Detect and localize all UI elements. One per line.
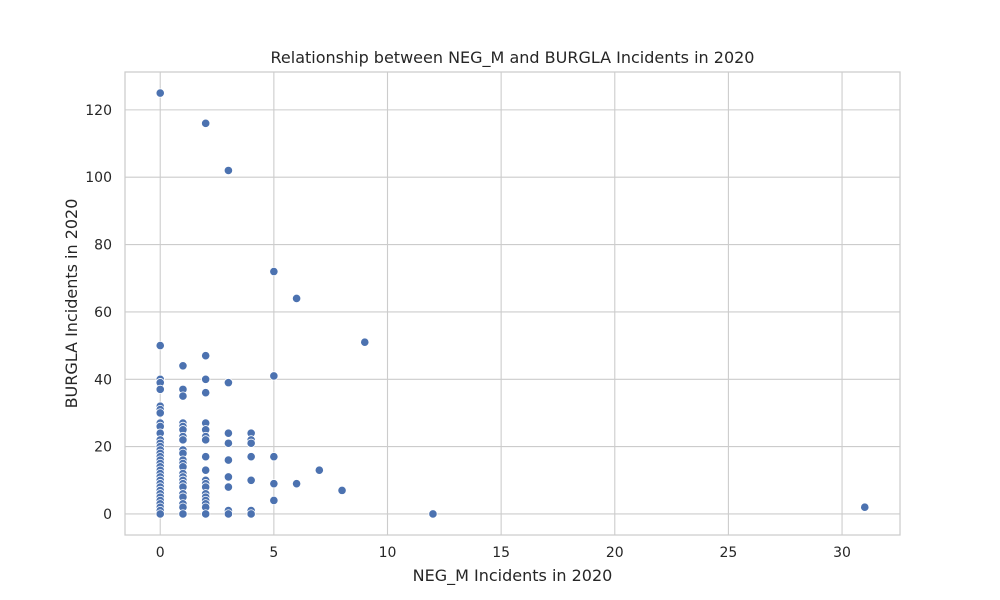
scatter-point bbox=[223, 455, 234, 465]
scatter-point bbox=[201, 452, 211, 462]
scatter-point bbox=[155, 384, 165, 394]
scatter-point bbox=[269, 266, 279, 277]
scatter-point bbox=[223, 165, 234, 176]
x-tick-label: 15 bbox=[492, 545, 510, 561]
scatter-point bbox=[201, 388, 211, 398]
scatter-point bbox=[223, 509, 234, 519]
scatter-point bbox=[223, 378, 234, 388]
scatter-point bbox=[155, 408, 165, 418]
x-tick-label: 5 bbox=[269, 545, 278, 561]
x-tick-label: 30 bbox=[833, 545, 851, 561]
y-tick-label: 60 bbox=[94, 305, 112, 321]
x-axis-ticks: 0 5 10 15 20 25 30 bbox=[156, 545, 851, 561]
scatter-point bbox=[246, 475, 256, 485]
x-tick-label: 25 bbox=[719, 545, 737, 561]
scatter-point bbox=[201, 374, 211, 384]
y-axis-label: BURGLA Incidents in 2020 bbox=[62, 199, 81, 409]
data-points bbox=[155, 88, 870, 519]
y-tick-label: 20 bbox=[94, 440, 112, 456]
scatter-point bbox=[269, 479, 279, 489]
scatter-point bbox=[201, 509, 211, 519]
scatter-point bbox=[155, 88, 165, 98]
grid bbox=[125, 72, 900, 535]
scatter-point bbox=[201, 465, 211, 475]
scatter-point bbox=[223, 438, 234, 448]
y-tick-label: 40 bbox=[94, 372, 112, 388]
y-tick-label: 120 bbox=[85, 103, 112, 119]
scatter-point bbox=[428, 509, 438, 519]
y-tick-label: 0 bbox=[103, 507, 112, 523]
scatter-point bbox=[223, 428, 234, 438]
scatter-point bbox=[291, 479, 302, 489]
scatter-point bbox=[360, 337, 370, 347]
x-axis-label: NEG_M Incidents in 2020 bbox=[413, 566, 613, 586]
y-tick-label: 80 bbox=[94, 238, 112, 254]
scatter-point bbox=[269, 371, 279, 381]
x-tick-label: 0 bbox=[156, 545, 165, 561]
chart-title: Relationship between NEG_M and BURGLA In… bbox=[271, 48, 755, 68]
scatter-point bbox=[155, 509, 165, 519]
y-axis-ticks: 0 20 40 60 80 100 120 bbox=[85, 103, 112, 523]
scatter-point bbox=[155, 340, 165, 351]
scatter-point bbox=[201, 118, 211, 128]
scatter-point bbox=[860, 502, 870, 512]
scatter-point bbox=[178, 435, 188, 445]
scatter-point bbox=[178, 509, 188, 519]
scatter-point bbox=[223, 482, 234, 492]
scatter-point bbox=[178, 361, 188, 371]
scatter-point bbox=[291, 293, 302, 304]
y-tick-label: 100 bbox=[85, 170, 112, 186]
scatter-point bbox=[269, 495, 279, 506]
scatter-point bbox=[178, 391, 188, 401]
scatter-point bbox=[201, 351, 211, 361]
x-tick-label: 10 bbox=[379, 545, 397, 561]
scatter-point bbox=[246, 452, 256, 462]
scatter-point bbox=[246, 438, 256, 448]
plot-area-frame bbox=[124, 71, 901, 536]
scatter-point bbox=[269, 452, 279, 462]
scatter-point bbox=[246, 509, 256, 519]
x-tick-label: 20 bbox=[606, 545, 624, 561]
scatter-point bbox=[223, 472, 234, 482]
scatter-point bbox=[337, 485, 347, 495]
scatter-point bbox=[314, 465, 324, 475]
scatter-point bbox=[201, 435, 211, 445]
